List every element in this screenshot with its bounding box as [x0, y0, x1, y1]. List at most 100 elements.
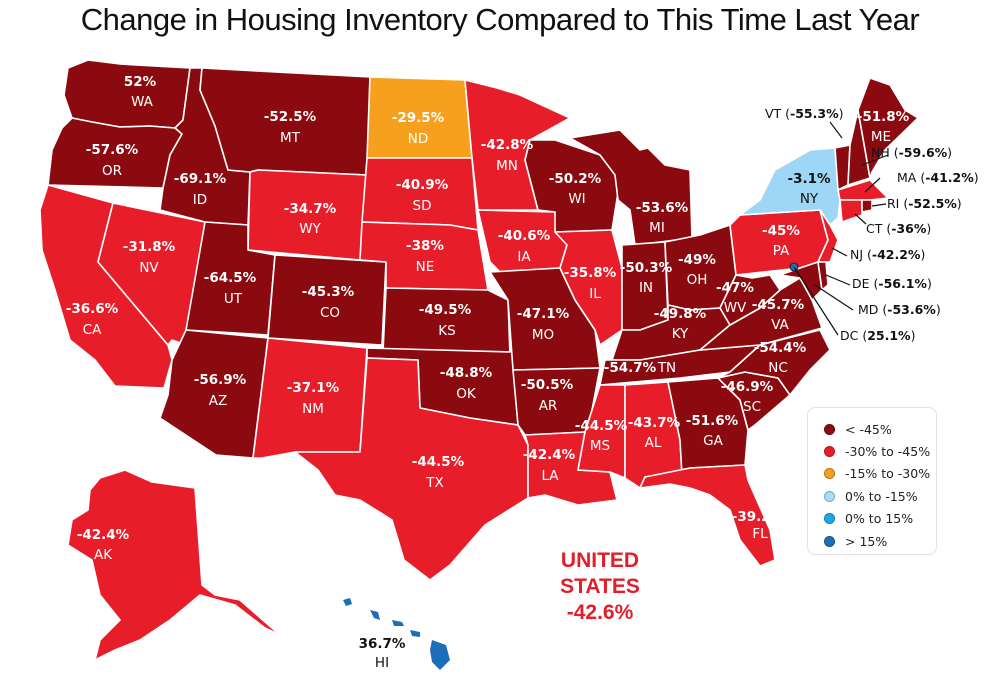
label-abbr-HI: HI [375, 655, 389, 671]
legend-item-0-15: 0% to 15% [824, 508, 936, 530]
label-abbr-SD: SD [413, 198, 432, 214]
label-value-HI: 36.7% [359, 636, 406, 652]
label-value-LA: -42.4% [523, 447, 576, 463]
label-abbr-OK: OK [456, 386, 477, 402]
chart-title: Change in Housing Inventory Compared to … [80, 2, 920, 37]
legend-label: -15% to -30% [845, 466, 931, 482]
state-WY[interactable] [247, 169, 368, 261]
label-abbr-TX: TX [425, 475, 444, 491]
label-value-WA: 52% [124, 74, 157, 90]
state-AK[interactable] [67, 469, 281, 661]
label-value-CO: -45.3% [302, 284, 355, 300]
legend-swatch-icon [824, 535, 835, 547]
label-abbr-NM: NM [302, 401, 324, 417]
label-abbr-LA: LA [541, 468, 559, 484]
callout-CT: CT (-36%) [866, 221, 931, 236]
label-abbr-MN: MN [496, 158, 518, 174]
callout-RI: RI (-52.5%) [887, 196, 962, 211]
label-abbr-NC: NC [768, 360, 788, 376]
legend-item-neg15-neg30: -15% to -30% [824, 463, 936, 485]
callout-leaders [793, 121, 889, 336]
label-value-IL: -35.8% [564, 265, 617, 281]
state-NM[interactable] [252, 337, 368, 459]
label-value-OR: -57.6% [86, 142, 139, 158]
label-abbr-MI: MI [649, 220, 665, 236]
state-DE[interactable] [817, 261, 829, 291]
label-abbr-UT: UT [224, 291, 243, 307]
label-abbr-CO: CO [320, 305, 340, 321]
legend-item-gt15: > 15% [824, 530, 936, 552]
label-value-ID: -69.1% [174, 171, 227, 187]
callout-MD: MD (-53.6%) [858, 302, 941, 317]
legend-swatch-icon [824, 468, 835, 480]
state-SD[interactable] [361, 157, 479, 231]
label-abbr-VA: VA [771, 317, 789, 333]
label-value-KS: -49.5% [419, 302, 472, 318]
state-FL[interactable] [639, 464, 776, 567]
label-value-MT: -52.5% [264, 109, 317, 125]
state-CT[interactable] [839, 199, 863, 223]
label-value-MN: -42.8% [481, 137, 534, 153]
label-abbr-AR: AR [539, 398, 558, 414]
label-value-GA: -51.6% [686, 413, 739, 429]
legend-swatch-icon [824, 423, 835, 435]
national-summary: UNITED STATES -42.6% [520, 548, 680, 626]
label-abbr-MO: MO [532, 327, 554, 343]
legend-label: 0% to 15% [845, 511, 914, 527]
state-ME[interactable] [857, 77, 919, 179]
label-abbr-OH: OH [687, 272, 708, 288]
callout-labels: VT (-55.3%) NH (-59.6%) MA (-41.2%) RI (… [765, 106, 979, 343]
label-value-CA: -36.6% [66, 301, 119, 317]
label-value-AL: -43.7% [628, 415, 681, 431]
label-abbr-ND: ND [408, 131, 429, 147]
callout-VT: VT (-55.3%) [765, 106, 844, 121]
label-abbr-NV: NV [139, 260, 159, 276]
label-value-WY: -34.7% [284, 201, 337, 217]
label-abbr-KS: KS [438, 323, 455, 339]
label-abbr-NE: NE [416, 259, 435, 275]
legend: < -45% -30% to -45% -15% to -30% 0% to -… [807, 407, 937, 555]
label-abbr-CA: CA [83, 322, 102, 338]
label-abbr-AZ: AZ [209, 393, 227, 409]
national-value: -42.6% [566, 601, 634, 624]
label-abbr-ME: ME [871, 129, 891, 145]
label-abbr-IL: IL [589, 286, 601, 302]
state-CO[interactable] [267, 254, 387, 346]
label-value-PA: -45% [762, 223, 800, 239]
label-abbr-WI: WI [568, 191, 585, 207]
label-value-UT: -64.5% [204, 270, 257, 286]
label-abbr-TN: TN [657, 360, 676, 376]
label-value-WV: -47% [716, 280, 754, 296]
state-KS[interactable] [382, 287, 511, 356]
label-abbr-OR: OR [102, 163, 122, 179]
label-value-WI: -50.2% [549, 171, 602, 187]
state-HI[interactable] [343, 598, 450, 670]
label-value-MS: -44.5% [575, 418, 628, 434]
label-abbr-IA: IA [517, 249, 531, 265]
label-abbr-SC: SC [743, 399, 761, 415]
label-value-SD: -40.9% [396, 177, 449, 193]
label-abbr-IN: IN [639, 280, 653, 296]
label-abbr-WA: WA [131, 94, 154, 110]
label-abbr-MT: MT [280, 130, 301, 146]
label-value-ND: -29.5% [392, 110, 445, 126]
callout-DC: DC (25.1%) [840, 328, 915, 343]
label-value-TN: -54.7% [604, 360, 657, 376]
legend-swatch-icon [824, 513, 835, 525]
legend-swatch-icon [824, 490, 835, 502]
callout-NJ: NJ (-42.2%) [850, 247, 925, 262]
state-IL[interactable] [554, 229, 623, 346]
national-label: UNITED STATES [560, 549, 640, 598]
state-RI[interactable] [861, 199, 873, 213]
label-value-SC: -46.9% [721, 379, 774, 395]
label-value-AR: -50.5% [521, 377, 574, 393]
label-value-OK: -48.8% [440, 365, 493, 381]
label-abbr-MS: MS [590, 438, 610, 454]
state-WA[interactable] [63, 59, 191, 129]
label-value-TX: -44.5% [412, 454, 465, 470]
legend-label: > 15% [845, 533, 888, 549]
label-value-IA: -40.6% [498, 228, 551, 244]
callout-MA: MA (-41.2%) [897, 170, 979, 185]
state-TX[interactable] [294, 357, 529, 581]
